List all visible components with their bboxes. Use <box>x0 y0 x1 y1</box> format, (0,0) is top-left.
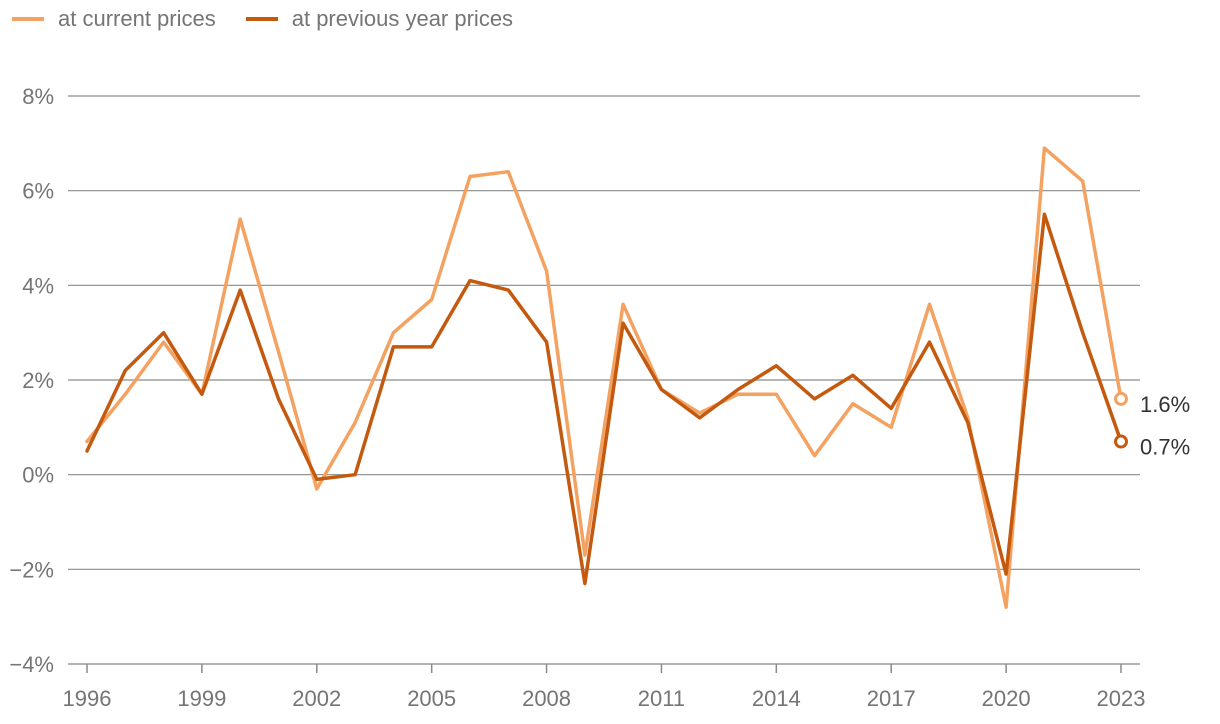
series-line-current-prices <box>85 146 1123 609</box>
end-markers: 1.6% 0.7% <box>1114 391 1190 460</box>
end-value-label: 1.6% <box>1140 392 1190 417</box>
y-tick-label: 4% <box>22 273 54 298</box>
y-tick-label: 0% <box>22 463 54 488</box>
legend-item-current-prices: at current prices <box>12 6 216 32</box>
x-axis: 1996 1999 2002 2005 2008 2011 2014 2017 2020 2023 <box>63 664 1146 711</box>
x-tick-label: 2008 <box>522 686 571 711</box>
y-tick-label: 2% <box>22 368 54 393</box>
x-tick-label: 1996 <box>63 686 112 711</box>
y-axis-tick-labels: 8% 6% 4% 2% 0% −2% −4% <box>9 84 54 677</box>
x-tick-label: 2023 <box>1097 686 1146 711</box>
series-lines <box>85 146 1123 609</box>
legend-swatch-current-prices <box>12 17 44 21</box>
x-tick-label: 2017 <box>867 686 916 711</box>
x-tick-label: 2005 <box>407 686 456 711</box>
x-tick-label: 2014 <box>752 686 801 711</box>
x-tick-label: 2002 <box>292 686 341 711</box>
y-tick-label: −4% <box>9 652 54 677</box>
x-tick-label: 1999 <box>177 686 226 711</box>
end-value-label: 0.7% <box>1140 435 1190 460</box>
x-tick-label: 2011 <box>638 686 685 711</box>
gridlines <box>68 95 1140 665</box>
x-tick-label: 2020 <box>982 686 1031 711</box>
y-tick-label: 8% <box>22 84 54 109</box>
legend: at current prices at previous year price… <box>12 4 513 34</box>
y-tick-label: −2% <box>9 557 54 582</box>
series-line-previous-year-prices <box>85 212 1123 586</box>
y-tick-label: 6% <box>22 179 54 204</box>
legend-label-previous-year-prices: at previous year prices <box>291 6 514 31</box>
legend-swatch-previous-year-prices <box>245 17 278 21</box>
legend-label-current-prices: at current prices <box>58 6 216 31</box>
end-marker <box>1114 391 1128 406</box>
legend-item-previous-year-prices: at previous year prices <box>245 6 514 32</box>
end-marker <box>1114 434 1128 449</box>
